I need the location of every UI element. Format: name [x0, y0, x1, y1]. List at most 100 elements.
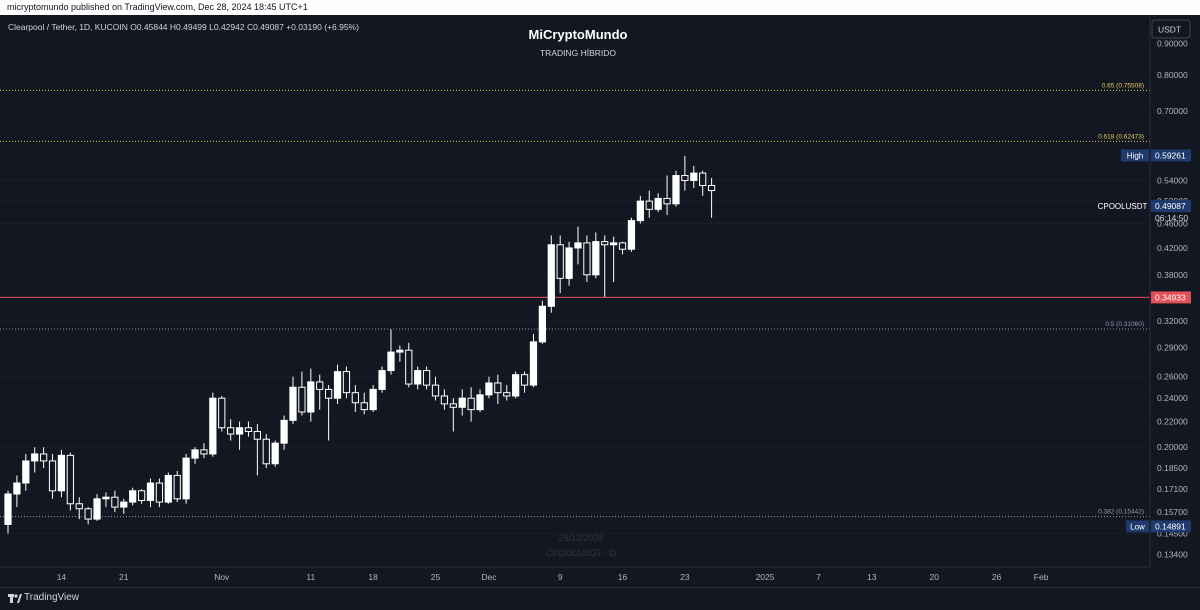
candle-body-up: [209, 397, 217, 455]
candle-body-down: [84, 508, 92, 520]
time-tick-label: 25: [431, 572, 441, 582]
price-label-high: 0.59261 High: [1121, 149, 1191, 162]
candle: [235, 421, 244, 450]
candle-body-down: [342, 371, 351, 394]
price-label-value: 0.49087: [1155, 201, 1186, 211]
candle-body-up: [271, 442, 279, 465]
candle: [636, 195, 644, 224]
price-label-bg: [1151, 520, 1191, 533]
candle: [396, 345, 404, 362]
candle-body-down: [325, 388, 333, 399]
time-tick-label: 18: [368, 572, 378, 582]
candle: [102, 492, 110, 508]
candle: [209, 392, 217, 457]
candle-body-down: [431, 384, 440, 397]
candle: [431, 376, 440, 401]
candle-body-up: [31, 453, 39, 462]
candle: [360, 392, 368, 415]
candle: [227, 419, 235, 441]
candle-body-down: [583, 242, 591, 276]
time-tick-label: 26: [992, 572, 1002, 582]
fib-level-label: 0.65 (0.75508): [1102, 82, 1144, 89]
candle: [22, 453, 30, 491]
candle-body-down: [262, 438, 270, 465]
candle: [690, 165, 698, 189]
candle-body-up: [289, 386, 297, 421]
candle-body-down: [494, 382, 502, 394]
candle: [645, 190, 653, 218]
price-tick-label: 0.26000: [1157, 372, 1188, 382]
price-tick-label: 0.24000: [1157, 393, 1188, 403]
currency-button[interactable]: USDT: [1151, 19, 1191, 39]
candle-body-down: [111, 496, 119, 508]
candle: [654, 193, 662, 213]
time-tick-label: 9: [558, 572, 563, 582]
candle-body-down: [405, 349, 413, 385]
support-label-bg: [1151, 291, 1191, 304]
price-label-tag: High: [1127, 151, 1143, 160]
candle-body-up: [182, 457, 190, 500]
candle: [520, 371, 529, 393]
candle: [271, 440, 279, 467]
candle-body-up: [610, 242, 618, 246]
price-tick-label: 0.46000: [1157, 219, 1188, 229]
watermark-date: 29/12/2024: [558, 533, 603, 543]
footer-bar: TradingView: [0, 587, 1200, 610]
candle: [529, 333, 538, 388]
candle: [316, 374, 324, 410]
candle-body-down: [681, 175, 689, 181]
candlestick-chart[interactable]: 0.65 (0.75508) 0.618 (0.62473) 0.5 (0.3106…: [0, 15, 1200, 587]
candle-body-up: [93, 498, 101, 520]
price-label-tag: Low: [1130, 522, 1145, 531]
candle: [75, 497, 83, 520]
candle-body-up: [164, 474, 172, 503]
candle: [4, 490, 12, 534]
time-tick-label: Dec: [481, 572, 497, 582]
candle: [129, 487, 137, 506]
candle-body-down: [707, 184, 716, 192]
candle-body-up: [4, 493, 12, 525]
support-label-value: 0.34933: [1155, 292, 1186, 302]
candle-body-down: [75, 503, 83, 510]
fib-level-label: 0.5 (0.31060): [1105, 321, 1144, 328]
candle: [449, 398, 457, 432]
price-label-tag-bg: [1121, 149, 1149, 162]
candle-body-up: [485, 382, 493, 396]
candle: [244, 421, 253, 437]
candle: [618, 241, 627, 255]
candle-body-down: [645, 200, 653, 210]
candle: [699, 170, 707, 196]
candle-body-down: [449, 403, 457, 408]
candle-body-up: [654, 197, 662, 210]
time-tick-label: 21: [119, 572, 129, 582]
candle: [342, 366, 351, 399]
candle: [369, 385, 377, 412]
price-tick-label: 0.17100: [1157, 484, 1188, 494]
time-tick-label: 13: [867, 572, 877, 582]
candle-body-down: [663, 197, 671, 205]
candle-body-down: [155, 482, 164, 503]
time-tick-label: 14: [57, 572, 67, 582]
candle: [405, 342, 413, 388]
candle-body-down: [618, 242, 627, 250]
candle: [325, 385, 333, 441]
candle: [289, 376, 297, 425]
price-tick-label: 0.29000: [1157, 342, 1188, 352]
time-tick-label: 23: [680, 572, 690, 582]
candle: [387, 329, 395, 375]
candle-body-down: [520, 374, 529, 386]
time-axis[interactable]: 14 21 Nov 11 18 25 Dec 9 16 23 2025 7 13 20 26 Feb: [57, 572, 1049, 582]
candle: [307, 368, 315, 422]
candle: [182, 453, 190, 504]
candle: [476, 389, 484, 412]
candle-body-up: [592, 241, 600, 276]
candle: [173, 471, 181, 503]
candle-body-down: [351, 392, 359, 404]
candle: [414, 366, 422, 390]
candle-body-up: [565, 247, 573, 279]
candle-body-up: [22, 460, 30, 484]
time-tick-label: 16: [618, 572, 628, 582]
tradingview-logo-icon: [8, 594, 22, 603]
price-tick-label: 0.80000: [1157, 70, 1188, 80]
